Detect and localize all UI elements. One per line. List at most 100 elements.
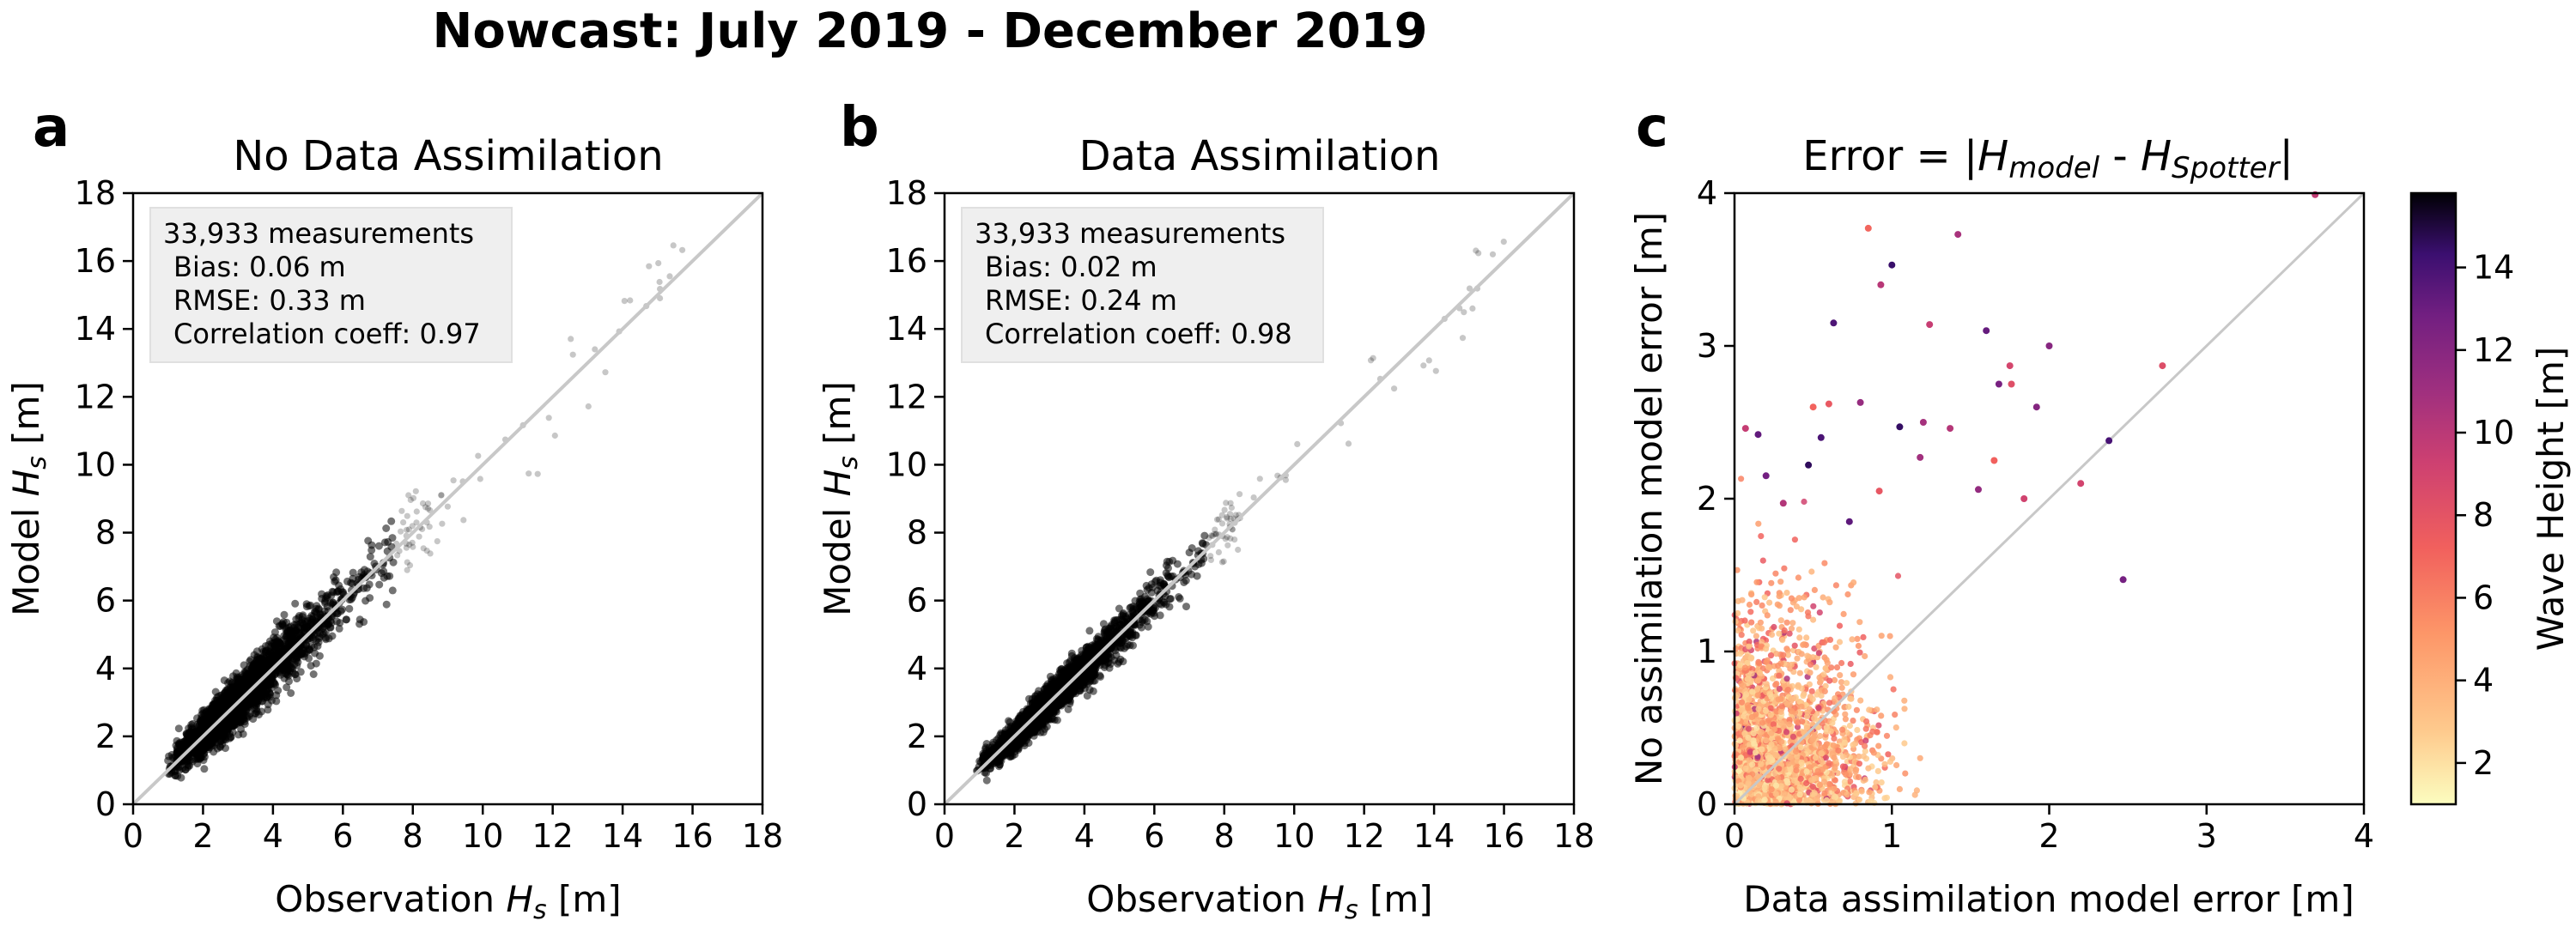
figure-title: Nowcast: July 2019 - December 2019: [432, 3, 1427, 59]
panel-a-point: [382, 600, 391, 609]
panel-a-point: [335, 581, 343, 590]
panel-a-point: [526, 470, 532, 477]
panel-a-ylabel: Model Hs [m]: [5, 381, 52, 616]
panel-b-point: [1089, 687, 1097, 695]
panel-b-point: [1146, 568, 1155, 577]
panel-a-point: [679, 246, 686, 253]
panel-a-point: [174, 724, 183, 733]
panel-a-point: [283, 670, 291, 679]
panel-a-point: [200, 765, 209, 773]
panel-a-label: a: [33, 96, 70, 160]
panel-a-point: [545, 415, 552, 421]
panel-a-point: [420, 545, 427, 552]
panel-a-xtick-label: 6: [332, 817, 353, 855]
panel-a-point: [380, 538, 389, 547]
panel-a-point: [439, 520, 446, 527]
panel-b-point: [1162, 561, 1170, 570]
panel-a-point: [292, 620, 301, 628]
panel-a-point: [410, 543, 416, 550]
panel-b-point: [1053, 716, 1061, 724]
panel-a-xtick-label: 2: [192, 817, 213, 855]
panel-a-point: [216, 737, 225, 746]
panel-a-point: [338, 605, 346, 614]
panel-a-point: [255, 660, 264, 669]
panel-a-point: [405, 492, 412, 499]
panel-a-point: [551, 432, 558, 439]
panel-a-point: [398, 528, 404, 535]
panel-a-point: [280, 632, 289, 640]
panel-a-point: [670, 242, 677, 249]
panel-a-point: [413, 508, 420, 515]
panel-a-point: [477, 476, 483, 482]
panel-a-point: [221, 688, 229, 697]
panel-a-point: [585, 403, 592, 410]
panel-b-label: b: [840, 96, 879, 160]
panel-a-point: [422, 504, 429, 511]
panel-a-point: [424, 500, 432, 507]
panel-a-point: [283, 683, 291, 692]
panel-a-ytick-label: 16: [75, 242, 116, 280]
panel-a-point: [403, 544, 410, 551]
panel-a-point: [280, 610, 289, 619]
panel-a-point: [398, 507, 405, 514]
panel-a-point: [656, 278, 663, 286]
panel-b-point: [1432, 367, 1439, 374]
panel-a-point: [407, 496, 414, 504]
panel-a-point: [423, 548, 430, 554]
panel-b-point: [1182, 603, 1190, 611]
panel-a-point: [406, 562, 414, 569]
panel-a-point: [236, 685, 245, 694]
panel-a-point: [309, 670, 318, 678]
panel-a-point: [307, 601, 314, 609]
panel-b-point: [1475, 250, 1482, 257]
panel-b: b Data Assimilation 33,933 measurements …: [817, 96, 1595, 925]
panel-a-point: [424, 505, 432, 512]
panel-a-point: [400, 519, 407, 526]
panel-b-point: [1425, 357, 1432, 364]
panel-a-point: [409, 539, 416, 546]
panel-a-point: [198, 706, 207, 715]
panel-a-point: [296, 668, 305, 676]
panel-a-point: [427, 550, 434, 557]
panel-a-point: [175, 740, 183, 748]
panel-a-point: [338, 588, 347, 597]
panel-a-point: [272, 691, 281, 700]
panel-a-xtick-label: 8: [403, 817, 423, 855]
panel-a-point: [416, 533, 422, 540]
panel-a-ytick-label: 8: [95, 514, 116, 552]
panel-b-point: [1212, 526, 1218, 533]
panel-b-point: [1136, 595, 1145, 603]
panel-a-point: [322, 635, 330, 644]
panel-a-point: [475, 452, 482, 459]
panel-b-point: [1165, 573, 1174, 582]
panel-a-point: [366, 553, 374, 561]
panel-a-point: [383, 572, 392, 580]
panel-a-point: [164, 756, 173, 765]
panel-a-point: [389, 558, 398, 566]
panel-a-point: [450, 477, 457, 484]
panel-b-point: [1469, 305, 1476, 312]
panel-b-point: [1489, 251, 1497, 258]
panel-a-point: [234, 675, 243, 683]
panel-b-point: [1176, 594, 1184, 603]
panel-a-point: [434, 538, 440, 545]
panel-a-points: [164, 242, 686, 782]
panel-a-point: [444, 503, 452, 510]
panel-a-ytick-label: 14: [75, 310, 116, 348]
panel-a-point: [382, 524, 391, 532]
panel-b-point: [1461, 309, 1467, 316]
panel-a-point: [237, 724, 246, 733]
panel-a-point: [655, 260, 662, 267]
panel-b-point: [982, 776, 991, 785]
panel-a-point: [361, 597, 370, 605]
panel-a-point: [276, 639, 284, 648]
panel-a-point: [234, 709, 242, 718]
panel-a-point: [212, 701, 221, 709]
panel-a-point: [213, 744, 222, 753]
panel-a-xtick-label: 12: [532, 817, 573, 855]
panel-b-point: [1112, 651, 1121, 659]
panel-a-point: [627, 297, 634, 304]
panel-b-point: [1129, 641, 1137, 650]
panel-a-point: [460, 517, 467, 524]
panel-a-point: [266, 658, 275, 667]
